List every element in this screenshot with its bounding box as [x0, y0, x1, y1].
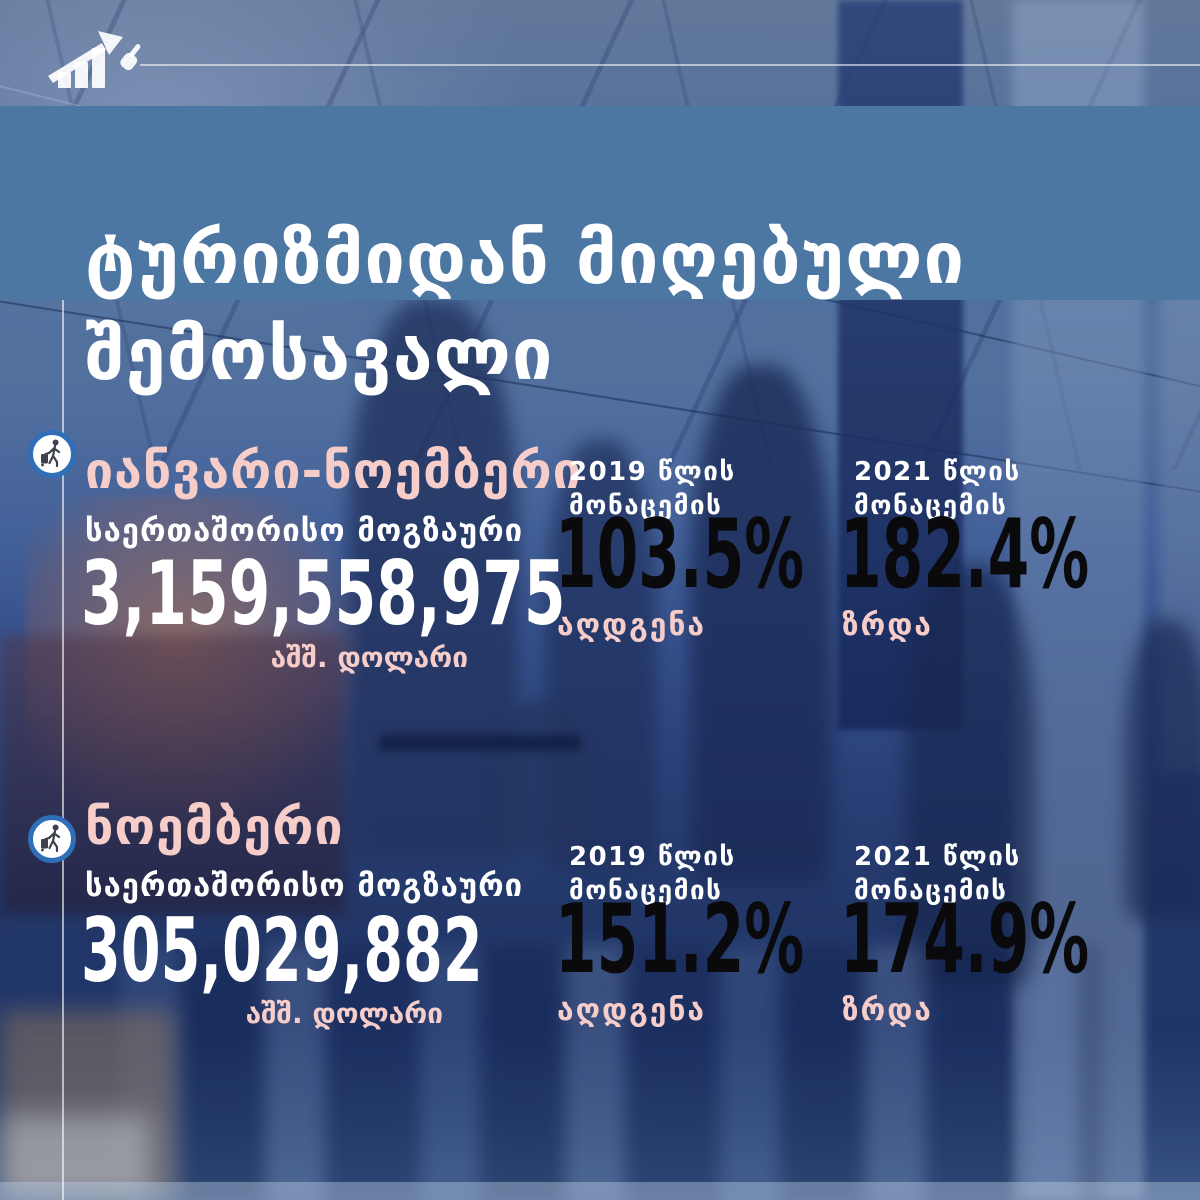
horizontal-guide-line	[140, 64, 1200, 66]
traveler-icon	[28, 815, 76, 863]
warm-shadow	[0, 635, 345, 915]
vertical-guide-line	[62, 106, 64, 1200]
section2-stat1-caption: აღდგენა	[557, 993, 707, 1028]
section2-stat1-reference: 2019 წლის მონაცემის	[569, 840, 736, 908]
section1-stat2-percent: 182.4%	[840, 500, 1090, 610]
person-silhouette	[348, 300, 518, 860]
section2-stat1-ref-line1: 2019 წლის	[569, 842, 736, 872]
section1-stat2-caption: ზრდა	[842, 608, 933, 643]
section2-stat2-ref-line1: 2021 წლის	[854, 842, 1021, 872]
section1-stat2-ref-line2: მონაცემის	[854, 491, 1008, 521]
person-silhouette	[690, 365, 832, 885]
section2-period-label: ნოემბერი	[85, 798, 344, 856]
footer-band	[0, 1182, 1200, 1200]
page-title-line1: ტურიზმიდან მიღებული	[85, 216, 966, 300]
person-silhouette	[1125, 620, 1200, 920]
section1-stat1-ref-line1: 2019 წლის	[569, 457, 736, 487]
section2-stat2-ref-line2: მონაცემის	[854, 876, 1008, 906]
section2-currency-label: აშშ. დოლარი	[245, 997, 443, 1030]
growth-chart-cursor-logo	[48, 31, 141, 88]
section2-metric-label: საერთაშორისო მოგზაური	[85, 868, 524, 904]
traveler-icon	[28, 430, 76, 478]
corner-warm-patch	[0, 1010, 175, 1200]
section1-stat1-ref-line2: მონაცემის	[569, 491, 723, 521]
person-silhouette	[905, 565, 1035, 985]
section1-stat1-percent: 103.5%	[555, 500, 805, 610]
section1-stat1-value: 103.5%	[555, 508, 951, 603]
section2-revenue-value: 305,029,882	[81, 899, 699, 1002]
section1-currency-label: აშშ. დოლარი	[270, 641, 468, 674]
section1-stat2-ref-line1: 2021 წლის	[854, 457, 1021, 487]
section2-revenue-number: 305,029,882	[81, 899, 483, 1002]
corner-bright-patch	[0, 1115, 150, 1200]
section2-stat1-ref-line2: მონაცემის	[569, 876, 723, 906]
section1-revenue-number: 3,159,558,975	[81, 542, 566, 645]
title-banner: ტურიზმიდან მიღებული შემოსავალი	[0, 106, 1200, 396]
page-title: ტურიზმიდან მიღებული შემოსავალი	[85, 210, 965, 402]
section1-period-label: იანვარი-ნოემბერი	[85, 442, 582, 500]
section1-stat1-caption: აღდგენა	[557, 608, 707, 643]
bench-silhouette	[380, 735, 580, 751]
section2-stat2-percent: 174.9%	[840, 885, 1090, 995]
section2-stat2-reference: 2021 წლის მონაცემის	[854, 840, 1021, 908]
floor-reflections	[120, 945, 1100, 1200]
section1-stat2-reference: 2021 წლის მონაცემის	[854, 455, 1021, 523]
section2-stat2-value: 174.9%	[840, 893, 1200, 988]
person-silhouette	[495, 700, 590, 850]
page-title-line2: შემოსავალი	[85, 312, 554, 396]
section2-stat2-caption: ზრდა	[842, 993, 933, 1028]
section1-metric-label: საერთაშორისო მოგზაური	[85, 513, 524, 549]
section2-stat1-percent: 151.2%	[555, 885, 805, 995]
section1-revenue-value: 3,159,558,975	[81, 542, 794, 645]
section1-stat1-reference: 2019 წლის მონაცემის	[569, 455, 736, 523]
section2-stat1-value: 151.2%	[555, 893, 951, 988]
section1-stat2-value: 182.4%	[840, 508, 1200, 603]
